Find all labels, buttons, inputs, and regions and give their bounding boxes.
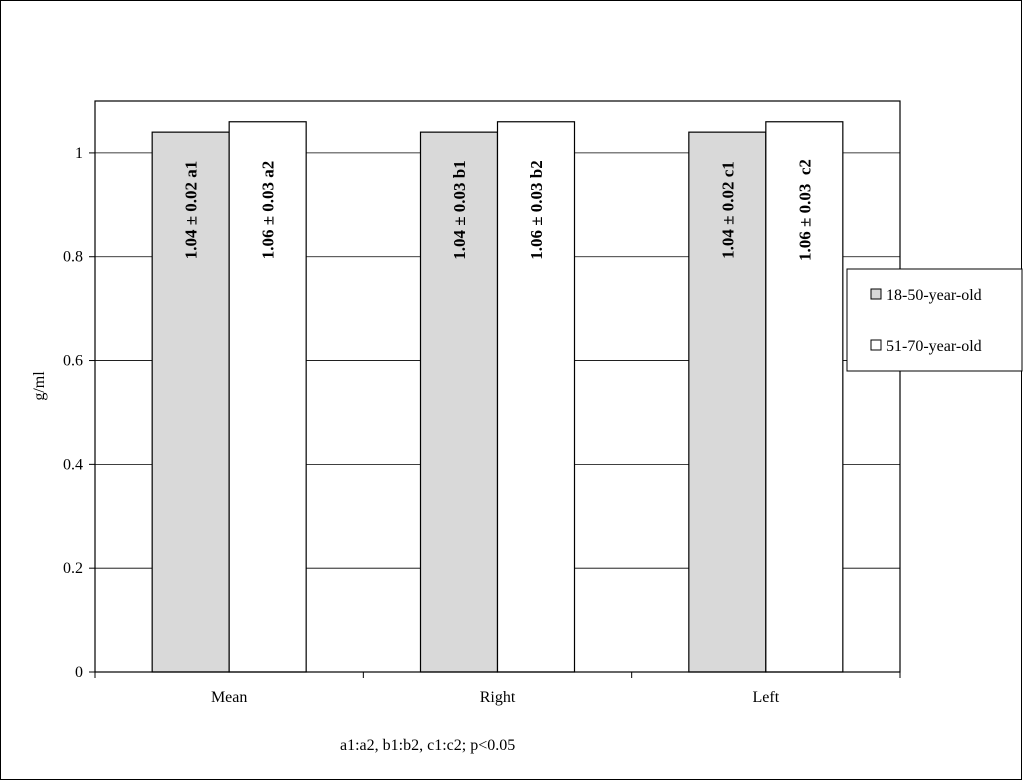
bar-data-label: 1.06 ± 0.03 a2 [259,161,278,260]
bar-data-label: 1.04 ± 0.02 a1 [182,161,201,260]
bar-51-70-mean [228,121,307,673]
legend-label-51-70: 51-70-year-old [886,338,982,355]
y-axis-label: g/ml [31,371,48,401]
y-tick-label: 0.8 [63,249,83,266]
axes: 0 0.2 0.4 0.6 0.8 1 [63,145,901,681]
bar-data-label: 1.06 ± 0.03 b2 [527,160,546,260]
bar-data-label: 1.04 ± 0.03 b1 [450,160,469,260]
x-tick-label: Mean [211,689,247,706]
y-tick-label: 0.6 [63,353,83,370]
y-tick-label: 1 [75,145,83,162]
y-tick-label: 0 [75,664,83,681]
x-tick-label: Left [753,689,780,706]
y-tick-label: 0.2 [63,560,83,577]
bar-data-label: 1.04 ± 0.02 c1 [718,161,737,259]
y-tick-label: 0.4 [63,456,83,473]
bar-data-label: 1.06 ± 0.03 c2 [795,159,814,261]
bar-51-70-left [765,121,844,673]
significance-note: a1:a2, b1:b2, c1:c2; p<0.05 [340,737,515,754]
legend-label-18-50: 18-50-year-old [886,287,982,304]
labels: Mean 1.04 ± 0.02 a1 1.06 ± 0.03 a2 Right 1.0… [182,159,815,706]
legend-swatch-51-70 [870,339,882,351]
bar-18-50-mean [151,131,230,673]
legend-box [846,268,1023,372]
bar-51-70-right [496,121,576,673]
x-tick-label: Right [480,689,516,706]
bars [151,121,844,673]
legend-swatch-18-50 [870,288,882,300]
bar-18-50-left [688,131,767,673]
plot-frame [94,100,901,673]
legend: 18-50-year-old 51-70-year-old [846,268,1023,372]
